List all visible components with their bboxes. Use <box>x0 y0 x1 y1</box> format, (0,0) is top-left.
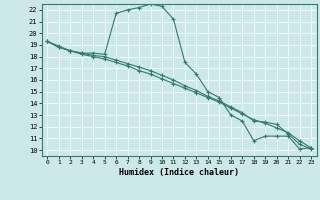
X-axis label: Humidex (Indice chaleur): Humidex (Indice chaleur) <box>119 168 239 177</box>
